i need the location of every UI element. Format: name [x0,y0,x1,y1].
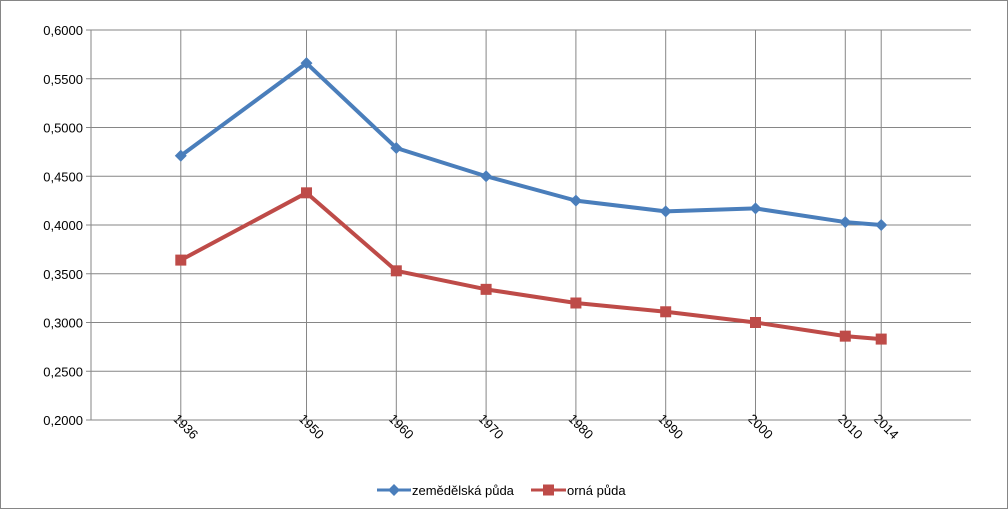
data-point [875,333,887,345]
legend-item: zemědělská půda [377,483,515,498]
y-tick-label: 0,5500 [43,72,83,87]
y-tick-label: 0,4500 [43,169,83,184]
data-point [749,202,762,215]
y-tick-label: 0,2500 [43,364,83,379]
legend: zemědělská půda orná půda [377,483,626,498]
y-tick-label: 0,2000 [43,413,83,428]
data-point [480,283,492,295]
data-point [174,149,187,162]
y-tick-label: 0,3000 [43,316,83,331]
y-tick-label: 0,6000 [43,23,83,38]
y-tick-label: 0,3500 [43,267,83,282]
series [174,57,888,345]
data-point [301,187,313,199]
data-point [390,265,402,277]
legend-marker [543,484,554,496]
series-1 [174,57,888,231]
data-point [300,57,313,70]
y-tick-label: 0,4000 [43,218,83,233]
data-point [660,306,672,318]
data-point [570,297,582,309]
legend-label: orná půda [567,483,626,498]
data-point [175,254,187,266]
data-point [749,317,761,328]
data-point [839,330,851,342]
data-point [839,216,852,229]
legend-label: zemědělská půda [412,483,515,498]
series-2 [175,187,887,345]
y-tick-label: 0,5000 [43,121,83,136]
data-point [390,141,403,154]
legend-item: orná půda [531,483,626,498]
legend-marker [388,484,400,496]
data-point [875,219,888,231]
data-point [480,170,493,183]
data-point [569,194,582,207]
data-point [659,205,672,218]
